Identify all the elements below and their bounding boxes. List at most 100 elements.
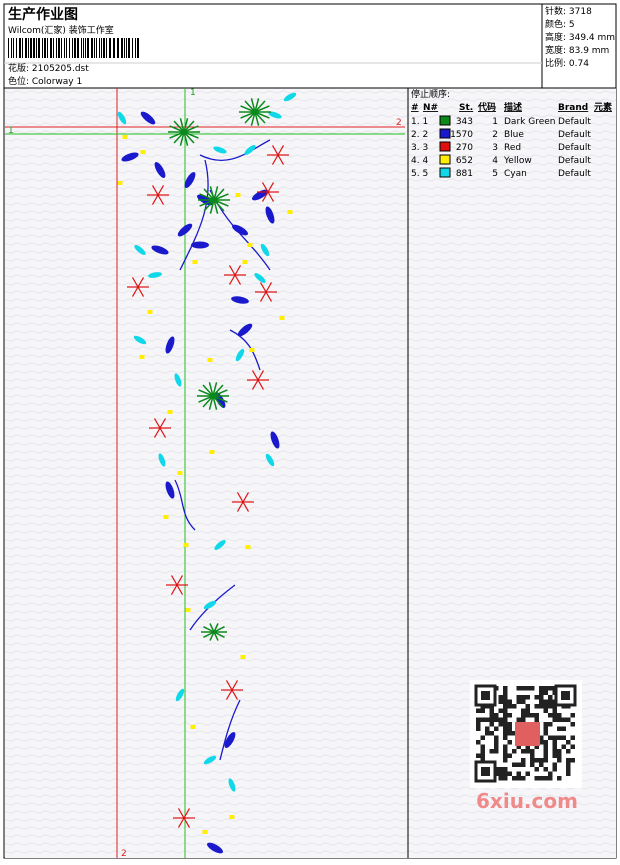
dot-stitch (249, 348, 255, 352)
qr-cell (530, 762, 535, 767)
burst-stitch (213, 199, 219, 214)
qr-cell (552, 767, 557, 772)
guide-label: 2 (121, 849, 127, 859)
stitches: 1570 (450, 130, 473, 140)
qr-cell (516, 771, 521, 776)
qr-cell (503, 776, 508, 781)
qr-cell (570, 735, 575, 740)
bar-stripe (8, 38, 9, 58)
qr-cell (570, 713, 575, 718)
stitches: 270 (456, 143, 473, 153)
qr-cell (552, 749, 557, 754)
qr-cell (534, 695, 539, 700)
qr-cell (557, 717, 562, 722)
qr-cell (539, 735, 544, 740)
bar-stripe (25, 38, 27, 58)
qr-cell (512, 731, 517, 736)
star-stitch (170, 584, 178, 595)
star-stitch (251, 370, 259, 381)
title: 生产作业图 (8, 6, 78, 23)
brand: Default (558, 117, 591, 127)
qr-cell (543, 731, 548, 736)
bar-stripe (77, 38, 79, 58)
code: 4 (492, 156, 498, 166)
qr-cell (548, 686, 553, 691)
burst-stitch (203, 188, 215, 201)
star-stitch (176, 584, 184, 595)
guide-label: 1 (8, 126, 14, 136)
burst-stitch (254, 98, 260, 113)
qr-cell (525, 708, 530, 713)
dot-stitch (190, 725, 196, 729)
qr-cell (521, 758, 526, 763)
qr-cell (489, 713, 494, 718)
bar-stripe (91, 38, 93, 58)
brand: Default (558, 156, 591, 166)
dot-stitch (235, 193, 241, 197)
qr-cell (503, 722, 508, 727)
star-stitch (234, 265, 242, 276)
qr-cell (552, 740, 557, 745)
leaf (268, 111, 282, 119)
burst-stitch (212, 382, 218, 397)
bar-stripe (38, 38, 40, 58)
design-file: 花版: 2105205.dst (8, 62, 89, 74)
star-stitch (265, 282, 273, 293)
qr-cell (548, 776, 553, 781)
description: Red (504, 143, 521, 153)
qr-cell (557, 726, 562, 731)
qr-cell (507, 699, 512, 704)
leaf (231, 296, 249, 304)
leaf (244, 145, 256, 155)
burst-stitch (179, 131, 185, 146)
qr-cell (489, 731, 494, 736)
qr-cell (543, 704, 548, 709)
qr-cell (530, 749, 535, 754)
star-stitch (242, 492, 250, 503)
leaf (207, 842, 223, 854)
star-stitch (251, 379, 259, 390)
qr-cell (485, 726, 490, 731)
burst-stitch (203, 199, 215, 212)
burst-stitch (173, 120, 185, 133)
dot-stitch (279, 316, 285, 320)
qr-cell (516, 744, 521, 749)
burst-stitch (183, 131, 195, 144)
bar-stripe (44, 38, 46, 58)
dot-stitch (167, 410, 173, 414)
qr-cell (552, 753, 557, 758)
stem (219, 699, 241, 761)
burst-stitch (254, 111, 266, 124)
description: Cyan (504, 169, 527, 179)
qr-cell (548, 695, 553, 700)
description: Yellow (503, 156, 532, 166)
qr-cell (534, 713, 539, 718)
qr-cell (498, 771, 503, 776)
watermark: 6xiu.com (476, 789, 578, 813)
qr-cell (507, 740, 512, 745)
star-stitch (267, 191, 275, 202)
star-stitch (242, 501, 250, 512)
bar-stripe (19, 38, 21, 58)
qr-cell (503, 690, 508, 695)
qr-cell (480, 753, 485, 758)
star-stitch (159, 418, 167, 429)
dot-stitch (209, 450, 215, 454)
qr-cell (557, 753, 562, 758)
burst-stitch (209, 199, 215, 214)
qr-cell (507, 753, 512, 758)
qr-cell (530, 686, 535, 691)
burst-stitch (213, 631, 225, 638)
burst-stitch (212, 389, 228, 397)
qr-cell (494, 744, 499, 749)
qr-cell (570, 758, 575, 763)
qr-cell (521, 717, 526, 722)
burst-stitch (198, 389, 214, 397)
bar-stripe (126, 38, 127, 58)
qr-cell (507, 722, 512, 727)
leaf (158, 453, 166, 467)
star-stitch (261, 191, 269, 202)
qr-cell (570, 722, 575, 727)
stem (179, 159, 209, 271)
bar-stripe (13, 38, 14, 58)
